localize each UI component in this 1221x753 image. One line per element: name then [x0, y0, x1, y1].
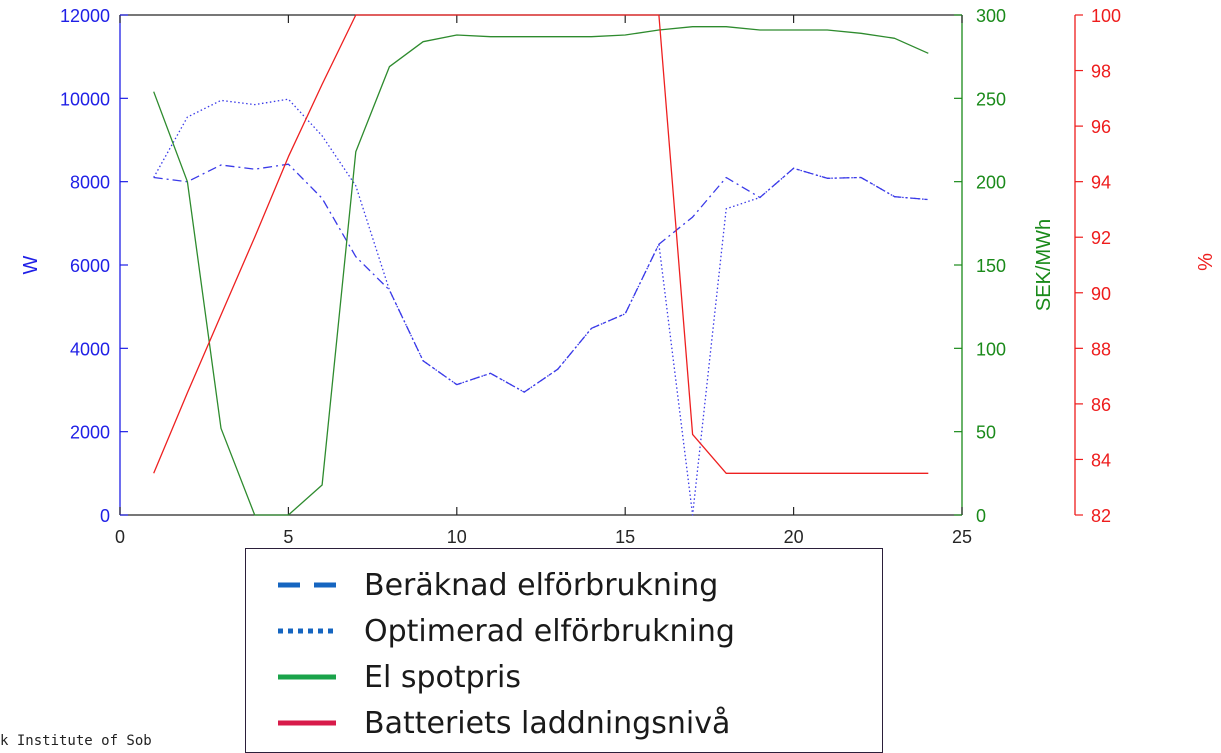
- x-tick-label: 15: [615, 527, 635, 547]
- y-right1-tick-label: 50: [976, 423, 996, 443]
- series-line-0: [153, 163, 929, 393]
- legend-swatch-solid-green: [276, 669, 338, 685]
- y-right2-tick-label: 82: [1091, 506, 1111, 526]
- y-left-tick-label: 10000: [60, 89, 110, 109]
- y-right2-tick-label: 88: [1091, 339, 1111, 359]
- y-right1-tick-label: 150: [976, 256, 1006, 276]
- series-layer: [153, 14, 929, 516]
- legend-swatch-dashed: [276, 577, 338, 593]
- y-right2-axis-title: %: [1195, 253, 1217, 271]
- legend-label: Batteriets laddningsnivå: [364, 705, 731, 741]
- y-right2-tick-label: 84: [1091, 450, 1111, 470]
- series-line-3: [153, 14, 929, 474]
- legend-swatch-dotted: [276, 623, 338, 639]
- y-left-tick-label: 2000: [70, 423, 110, 443]
- y-right1-tick-label: 100: [976, 339, 1006, 359]
- x-tick-label: 25: [952, 527, 972, 547]
- axes-layer: 0 5 10 15 20 25020004000600080001000012000W05…: [20, 6, 1217, 547]
- legend: Beräknad elförbrukning Optimerad elförbr…: [245, 548, 883, 753]
- x-tick-label: 0: [115, 527, 125, 547]
- footnote-text: k Institute of Sob: [0, 733, 152, 749]
- legend-entry-optimerad: Optimerad elförbrukning: [276, 611, 735, 651]
- y-right2-tick-label: 96: [1091, 117, 1111, 137]
- x-tick-label: 10: [447, 527, 467, 547]
- y-right1-tick-label: 0: [976, 506, 986, 526]
- y-left-tick-label: 8000: [70, 173, 110, 193]
- chart-canvas: 0 5 10 15 20 25020004000600080001000012000W05…: [20, 6, 1217, 547]
- y-right2-tick-label: 100: [1091, 6, 1121, 26]
- x-tick-label: 20: [784, 527, 804, 547]
- series-line-1: [153, 98, 929, 516]
- y-left-tick-label: 0: [100, 506, 110, 526]
- y-right2-tick-label: 92: [1091, 228, 1111, 248]
- y-left-tick-label: 12000: [60, 6, 110, 26]
- y-right2-tick-label: 94: [1091, 173, 1111, 193]
- y-right1-axis-title: SEK/MWh: [1033, 219, 1055, 311]
- y-left-tick-label: 6000: [70, 256, 110, 276]
- series-line-2: [153, 26, 929, 516]
- legend-label: Beräknad elförbrukning: [364, 567, 719, 603]
- legend-label: El spotpris: [364, 659, 521, 695]
- legend-swatch-solid-red: [276, 715, 338, 731]
- y-left-axis-title: W: [20, 255, 42, 274]
- legend-entry-batteri: Batteriets laddningsnivå: [276, 703, 730, 743]
- y-right2-tick-label: 98: [1091, 62, 1111, 82]
- y-right1-tick-label: 300: [976, 6, 1006, 26]
- legend-entry-spotpris: El spotpris: [276, 657, 521, 697]
- y-right2-tick-label: 86: [1091, 395, 1111, 415]
- y-left-tick-label: 4000: [70, 339, 110, 359]
- legend-entry-beraknad: Beräknad elförbrukning: [276, 565, 718, 605]
- x-tick-label: 5: [283, 527, 293, 547]
- y-right1-tick-label: 200: [976, 173, 1006, 193]
- legend-label: Optimerad elförbrukning: [364, 613, 735, 649]
- y-right1-tick-label: 250: [976, 89, 1006, 109]
- y-right2-tick-label: 90: [1091, 284, 1111, 304]
